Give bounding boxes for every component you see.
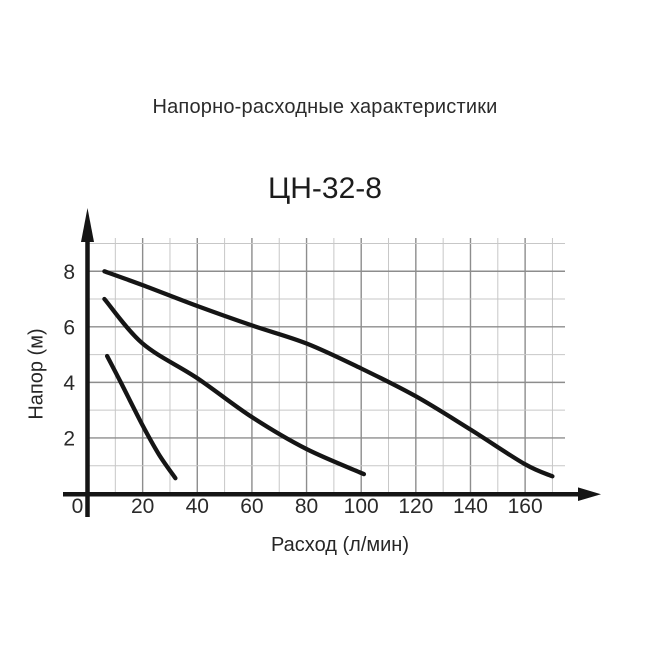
y-tick-label: 4 — [63, 372, 75, 395]
grid — [88, 238, 565, 494]
page-title: Напорно-расходные характеристики — [152, 96, 498, 118]
x-tick-label: 100 — [344, 495, 379, 518]
x-tick-label: 60 — [240, 495, 263, 518]
pump-curve-2-middle — [102, 296, 367, 477]
x-tick-label: 0 — [72, 495, 84, 518]
x-tick-label: 40 — [186, 495, 209, 518]
x-tick-label: 20 — [131, 495, 154, 518]
y-axis-label: Напор (м) — [25, 328, 48, 420]
x-tick-label: 120 — [398, 495, 433, 518]
y-tick-label: 8 — [63, 261, 75, 284]
y-tick-label: 6 — [63, 316, 75, 339]
x-axis-label: Расход (л/мин) — [271, 534, 409, 556]
tick-labels: 0 20 40 60 80 100 120 140 160 8 6 4 2 — [63, 261, 542, 518]
x-tick-label: 140 — [453, 495, 488, 518]
pump-curve-1-top — [102, 269, 555, 479]
pump-curves — [102, 269, 555, 481]
x-axis-arrow-icon — [578, 487, 601, 501]
x-tick-label: 160 — [508, 495, 543, 518]
pump-curve-3-bottom — [104, 353, 178, 481]
y-tick-label: 2 — [63, 427, 75, 450]
chart-title: ЦН-32-8 — [268, 172, 382, 205]
axes — [63, 208, 601, 517]
y-axis-arrow-icon — [81, 208, 94, 242]
x-tick-label: 80 — [295, 495, 318, 518]
